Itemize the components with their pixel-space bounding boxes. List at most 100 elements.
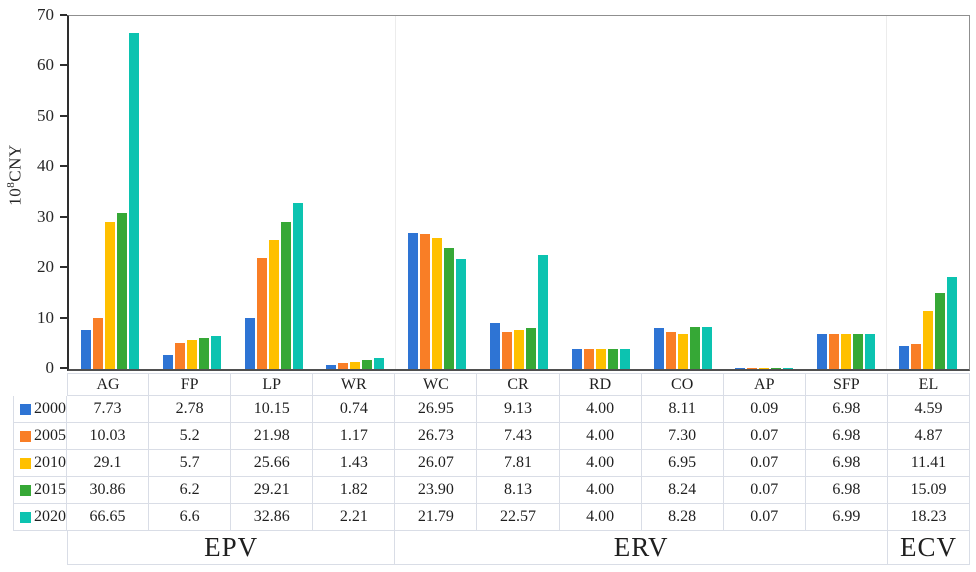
table-value-el-2000: 4.59	[887, 396, 970, 423]
bar-wr-2000	[326, 365, 337, 369]
bar-cr-2020	[537, 255, 548, 369]
legend-year-label: 2005	[34, 427, 66, 444]
group-separator-line	[886, 16, 888, 369]
table-value-ag-2005: 10.03	[67, 423, 150, 450]
y-tick-mark	[60, 266, 67, 269]
table-value-cr-2020: 22.57	[477, 504, 560, 531]
group-label-erv: ERV	[395, 531, 888, 565]
y-tick-mark	[60, 165, 67, 168]
bar-el-2010	[923, 311, 934, 369]
table-value-co-2000: 8.11	[641, 396, 724, 423]
bar-group-cr	[478, 16, 560, 369]
table-value-sfp-2010: 6.98	[805, 450, 888, 477]
bar-lp-2015	[280, 221, 291, 369]
table-value-ag-2000: 7.73	[67, 396, 150, 423]
table-value-wc-2015: 23.90	[395, 477, 478, 504]
table-value-ap-2005: 0.07	[723, 423, 806, 450]
table-value-wc-2010: 26.07	[395, 450, 478, 477]
table-value-co-2015: 8.24	[641, 477, 724, 504]
table-header-lp: LP	[231, 373, 314, 396]
table-value-ag-2020: 66.65	[67, 504, 150, 531]
table-value-co-2005: 7.30	[641, 423, 724, 450]
y-tick-label: 30	[37, 206, 54, 226]
table-value-rd-2015: 4.00	[559, 477, 642, 504]
legend-year-2000: 2000	[13, 396, 67, 423]
bar-group-fp	[151, 16, 233, 369]
bar-lp-2005	[256, 258, 267, 369]
legend-year-label: 2010	[34, 454, 66, 471]
bar-rd-2015	[607, 348, 618, 369]
y-tick-label: 40	[37, 156, 54, 176]
bar-rd-2020	[619, 348, 630, 369]
table-value-co-2010: 6.95	[641, 450, 724, 477]
legend-swatch-2020	[20, 511, 31, 523]
bar-group-wc	[396, 16, 478, 369]
bar-co-2015	[689, 327, 700, 369]
table-header-wr: WR	[313, 373, 396, 396]
bar-wr-2020	[374, 357, 385, 369]
table-value-lp-2010: 25.66	[231, 450, 314, 477]
legend-year-label: 2015	[34, 481, 66, 498]
table-value-wc-2000: 26.95	[395, 396, 478, 423]
y-tick-label: 10	[37, 307, 54, 327]
table-value-lp-2005: 21.98	[231, 423, 314, 450]
y-tick-label: 0	[45, 358, 55, 377]
bar-cr-2005	[501, 331, 512, 369]
bar-sfp-2020	[865, 333, 876, 369]
table-value-cr-2010: 7.81	[477, 450, 560, 477]
y-tick-mark	[60, 367, 67, 369]
table-value-wr-2020: 2.21	[313, 504, 396, 531]
y-tick-label: 20	[37, 257, 54, 277]
table-value-ag-2015: 30.86	[67, 477, 150, 504]
table-value-el-2005: 4.87	[887, 423, 970, 450]
table-header-wc: WC	[395, 373, 478, 396]
group-label-ecv: ECV	[887, 531, 970, 565]
bar-co-2020	[701, 327, 712, 369]
bar-wc-2000	[408, 233, 419, 369]
bar-fp-2005	[174, 342, 185, 369]
table-value-ap-2000: 0.09	[723, 396, 806, 423]
group-label-epv: EPV	[67, 531, 396, 565]
table-header-el: EL	[887, 373, 970, 396]
table-value-lp-2015: 29.21	[231, 477, 314, 504]
table-value-wr-2000: 0.74	[313, 396, 396, 423]
table-value-ap-2020: 0.07	[723, 504, 806, 531]
y-tick-mark	[60, 64, 67, 67]
table-header-co: CO	[641, 373, 724, 396]
table-value-el-2015: 15.09	[887, 477, 970, 504]
legend-year-2015: 2015	[13, 477, 67, 504]
bar-fp-2010	[186, 340, 197, 369]
plot-area	[67, 15, 970, 371]
bar-rd-2010	[595, 348, 606, 369]
table-value-wc-2020: 21.79	[395, 504, 478, 531]
table-value-el-2020: 18.23	[887, 504, 970, 531]
bar-wr-2015	[362, 359, 373, 369]
table-header-ag: AG	[67, 373, 150, 396]
table-value-wc-2005: 26.73	[395, 423, 478, 450]
table-value-sfp-2015: 6.98	[805, 477, 888, 504]
bar-group-ag	[69, 16, 151, 369]
y-tick-mark	[60, 114, 67, 117]
table-value-wr-2015: 1.82	[313, 477, 396, 504]
bar-ag-2010	[104, 222, 115, 369]
bar-wr-2010	[350, 361, 361, 369]
bar-cr-2015	[525, 328, 536, 369]
bar-ap-2005	[747, 368, 758, 369]
legend-year-2010: 2010	[13, 450, 67, 477]
y-tick-label: 70	[37, 5, 54, 24]
bar-rd-2005	[583, 348, 594, 369]
table-value-fp-2000: 2.78	[149, 396, 232, 423]
bar-group-sfp	[805, 16, 887, 369]
table-value-fp-2005: 5.2	[149, 423, 232, 450]
bar-fp-2020	[210, 335, 221, 369]
bar-el-2000	[899, 345, 910, 369]
bar-cr-2000	[489, 322, 500, 369]
y-tick-label: 50	[37, 105, 54, 125]
bar-lp-2020	[292, 203, 303, 369]
bar-ap-2020	[783, 368, 794, 369]
bar-sfp-2010	[841, 333, 852, 369]
bar-co-2000	[653, 328, 664, 369]
bar-group-el	[887, 16, 969, 369]
y-tick-mark	[60, 14, 67, 16]
group-separator-line	[395, 16, 397, 369]
